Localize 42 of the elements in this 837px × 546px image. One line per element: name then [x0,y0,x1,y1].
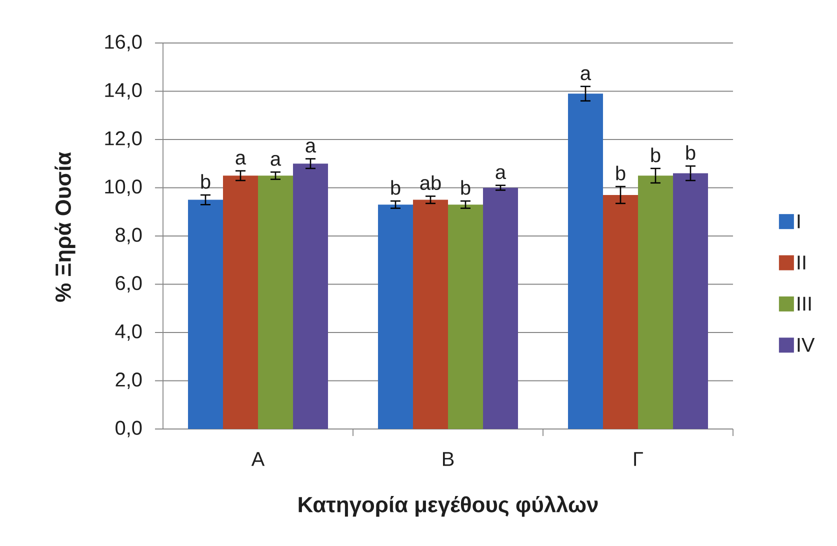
y-tick-label: 4,0 [115,324,142,341]
data-label: a [270,154,282,166]
bar [413,200,448,429]
y-tick-label: 2,0 [116,372,142,389]
bar [378,204,414,429]
data-label: b [686,145,696,160]
data-label: b [391,180,400,195]
bar [673,173,708,429]
bar [188,200,223,429]
y-tick-label: 6,0 [116,276,142,292]
legend-label: II [798,256,806,270]
x-tick-label: Α [251,452,265,466]
data-label: a [306,142,316,153]
y-tick-label: 12,0 [105,131,142,148]
bar [638,176,674,429]
data-label: a [580,69,592,80]
x-axis-title: Κατηγορία μεγέθους φύλλων [298,496,598,517]
data-label: b [651,148,660,162]
bar [603,194,638,429]
bar [293,164,328,429]
bar [483,188,518,429]
data-label: a [236,154,246,165]
data-label: ab [420,175,441,190]
bar [223,176,258,429]
x-tick-label: Β [443,452,454,466]
bar [258,176,294,429]
y-tick-label: 16,0 [105,34,142,52]
y-tick-label: 14,0 [105,83,142,100]
x-tick-label: Γ [634,452,643,466]
data-label: b [616,166,626,180]
bar [448,204,484,429]
bar [568,94,604,429]
legend-label: IV [798,338,815,352]
y-tick-label: 10,0 [105,180,142,196]
data-label: b [201,174,210,189]
y-tick-label: 8,0 [116,228,142,244]
y-tick-label: 0,0 [116,420,142,438]
legend-label: I [798,214,800,228]
y-axis-title: % Ξηρά Ουσία [54,152,76,302]
legend-label: III [798,296,811,311]
data-label: a [496,168,506,180]
data-label: b [461,180,470,195]
